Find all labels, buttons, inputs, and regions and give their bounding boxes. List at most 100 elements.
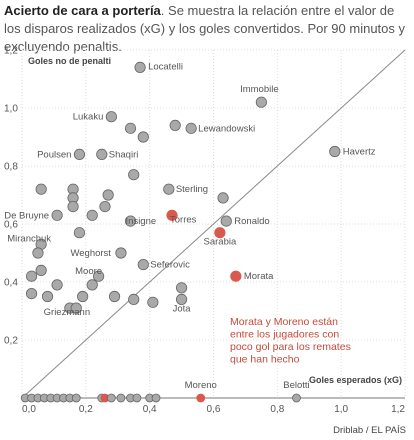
data-label: Torres — [170, 214, 197, 225]
source-credit: Driblab / EL PAÍS — [333, 425, 406, 436]
data-point — [96, 148, 108, 160]
data-point — [220, 215, 232, 227]
y-tick-label: 1,2 — [4, 46, 18, 57]
data-point — [217, 192, 229, 204]
data-point — [35, 264, 47, 276]
data-point — [128, 293, 140, 305]
data-point — [70, 302, 82, 314]
data-point — [106, 393, 116, 403]
data-label: Moore — [75, 266, 102, 277]
data-point — [137, 131, 149, 143]
data-point — [147, 296, 159, 308]
data-point — [214, 227, 226, 239]
data-point — [128, 169, 140, 181]
data-point — [73, 148, 86, 160]
annotation-line: Morata y Moreno están — [230, 316, 338, 328]
data-point — [185, 122, 197, 134]
data-label: Sarabia — [204, 237, 237, 248]
data-point — [51, 279, 63, 291]
y-axis-label: Goles no de penalti — [28, 56, 111, 66]
data-point — [175, 282, 188, 294]
data-label: Lukaku — [73, 112, 104, 123]
data-label: Miranchuk — [7, 233, 51, 244]
data-point — [134, 61, 146, 74]
data-label: Griezmann — [44, 307, 90, 318]
diagonal-line — [21, 49, 406, 399]
y-tick-label: 0,6 — [4, 220, 18, 231]
x-tick-label: 1,2 — [391, 404, 405, 415]
y-tick-label: 1,0 — [4, 104, 18, 115]
data-point — [25, 270, 38, 282]
annotation-line: poco gol para los remates — [230, 341, 351, 353]
data-point — [329, 145, 341, 158]
data-point — [124, 122, 137, 134]
annotation: Morata y Moreno están entre los jugadores… — [230, 316, 351, 366]
point-labels: Locatelli Immobile Lukaku Lewandowski Havert… — [4, 61, 376, 391]
data-point — [116, 393, 126, 403]
data-label: Immobile — [240, 84, 279, 95]
data-point — [35, 183, 47, 195]
data-point — [132, 393, 142, 403]
data-label: Insigne — [126, 216, 157, 227]
x-tick-label: 0,6 — [207, 404, 221, 415]
data-point — [105, 111, 117, 123]
data-point — [151, 393, 161, 403]
reference-line — [21, 49, 406, 399]
x-tick-label: 0,4 — [143, 404, 157, 415]
x-tick-label: 0,0 — [22, 404, 36, 415]
data-point — [102, 189, 114, 201]
data-point — [25, 287, 38, 300]
data-label: Belotti — [283, 380, 309, 391]
data-point — [175, 293, 188, 305]
data-label: Locatelli — [148, 61, 183, 72]
data-point — [292, 393, 301, 403]
data-point — [255, 96, 267, 108]
data-label: De Bruyne — [4, 210, 49, 221]
data-point — [163, 183, 175, 195]
data-point — [108, 290, 121, 303]
tick-labels: 0,0 0,2 0,2 0,4 0,4 0,6 0,6 0,8 0,8 1,0 1,0 1,2 1,2 — [4, 46, 405, 416]
data-label: Shaqiri — [109, 149, 139, 160]
data-point — [115, 247, 127, 259]
y-tick-label: 0,4 — [4, 278, 18, 289]
data-label: Poulsen — [37, 149, 71, 160]
data-point — [93, 270, 105, 282]
data-label: Lewandowski — [198, 123, 255, 134]
data-point — [196, 393, 206, 403]
data-point — [71, 393, 81, 403]
data-points — [20, 61, 341, 403]
y-tick-label: 0,2 — [4, 336, 18, 347]
data-point — [137, 258, 149, 271]
x-tick-label: 0,8 — [270, 404, 284, 415]
data-label: Seferovic — [150, 260, 190, 271]
data-label: Ronaldo — [234, 216, 269, 227]
x-tick-label: 1,0 — [334, 404, 348, 415]
data-point — [169, 119, 181, 132]
data-point — [51, 209, 63, 221]
annotation-line: que han hecho — [230, 354, 300, 366]
y-tick-label: 0,8 — [4, 162, 18, 173]
chart-title: Acierto de cara a portería. Se muestra l… — [4, 2, 410, 56]
data-point — [99, 201, 111, 213]
data-label: Morata — [244, 271, 274, 282]
data-label: Weghorst — [70, 248, 111, 259]
data-point — [166, 209, 178, 221]
data-point — [73, 227, 86, 239]
chart-title-bold: Acierto de cara a portería — [4, 3, 161, 18]
x-tick-label: 0,2 — [79, 404, 93, 415]
x-axis-label: Goles esperados (xG) — [309, 375, 402, 385]
data-point — [230, 270, 242, 282]
data-point — [124, 215, 137, 227]
data-label: Havertz — [343, 147, 376, 158]
data-label: Moreno — [185, 380, 217, 391]
data-point — [41, 290, 54, 303]
data-label: Jota — [173, 303, 192, 314]
data-point — [67, 201, 79, 213]
data-point — [86, 209, 98, 221]
data-point — [77, 290, 89, 303]
annotation-line: entre los jugadores con — [230, 329, 339, 341]
data-point — [86, 279, 98, 291]
data-point — [32, 247, 44, 259]
